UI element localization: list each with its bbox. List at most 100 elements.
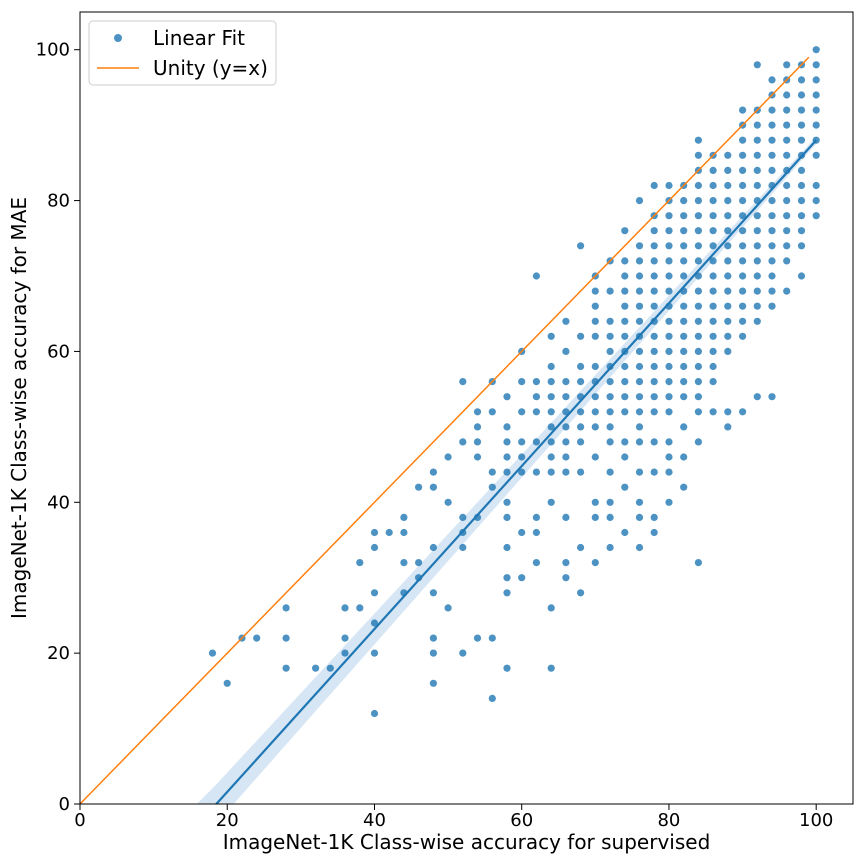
scatter-point — [562, 559, 570, 567]
scatter-point — [694, 151, 703, 159]
scatter-point — [429, 649, 437, 657]
scatter-point — [547, 378, 555, 386]
scatter-point — [415, 483, 423, 491]
scatter-point — [753, 302, 761, 310]
scatter-point — [532, 438, 541, 446]
scatter-point — [783, 61, 791, 69]
scatter-point — [694, 393, 703, 401]
scatter-point — [768, 227, 776, 235]
scatter-point — [577, 242, 585, 250]
scatter-point — [621, 393, 629, 401]
axes-frame — [79, 11, 854, 805]
scatter-point — [518, 468, 526, 476]
scatter-point — [591, 362, 599, 371]
legend-label-linear-fit: Linear Fit — [153, 26, 245, 50]
scatter-point — [650, 513, 658, 522]
scatter-point — [650, 181, 658, 190]
scatter-point — [577, 438, 585, 446]
scatter-point — [665, 227, 673, 235]
scatter-point — [694, 332, 703, 340]
scatter-point — [709, 287, 717, 295]
scatter-point — [562, 513, 570, 522]
scatter-point — [753, 181, 761, 190]
scatter-point — [724, 408, 732, 416]
scatter-point — [753, 151, 761, 159]
scatter-point — [400, 513, 408, 522]
scatter-point — [665, 378, 673, 386]
scatter-point — [444, 453, 452, 461]
scatter-point — [473, 438, 482, 446]
scatter-point — [812, 197, 820, 205]
scatter-point — [665, 272, 673, 280]
scatter-point — [680, 317, 688, 325]
scatter-point — [621, 483, 629, 491]
scatter-point — [606, 498, 614, 506]
scatter-point — [635, 513, 644, 522]
scatter-point — [356, 604, 364, 612]
scatter-point — [591, 393, 599, 401]
scatter-point — [621, 453, 629, 461]
scatter-point — [223, 679, 231, 687]
scatter-point — [635, 347, 644, 355]
scatter-point — [783, 197, 791, 205]
scatter-point — [621, 378, 629, 386]
scatter-point — [503, 438, 511, 446]
x-axis-ticks: 0 20 40 60 80 100 — [74, 804, 833, 831]
scatter-point — [621, 302, 629, 310]
scatter-point — [562, 468, 570, 476]
scatter-point — [739, 197, 747, 205]
scatter-point — [768, 212, 776, 220]
scatter-point — [694, 347, 703, 355]
y-tick-label: 100 — [36, 40, 70, 61]
scatter-point — [739, 257, 747, 265]
scatter-point — [635, 317, 644, 325]
scatter-point — [680, 332, 688, 340]
scatter-point — [635, 438, 644, 446]
scatter-point — [635, 242, 644, 250]
scatter-point — [415, 559, 423, 567]
scatter-point — [783, 212, 791, 220]
scatter-point — [473, 453, 482, 461]
scatter-point — [532, 559, 541, 567]
scatter-point — [532, 513, 541, 522]
scatter-point — [783, 136, 791, 144]
scatter-point — [739, 332, 747, 340]
scatter-point — [253, 634, 261, 642]
scatter-point — [753, 227, 761, 235]
y-tick-label: 80 — [47, 191, 70, 212]
scatter-point — [709, 317, 717, 325]
scatter-point — [797, 242, 806, 250]
scatter-point — [680, 423, 688, 431]
scatter-point — [812, 151, 820, 159]
scatter-point — [518, 453, 526, 461]
scatter-point — [606, 468, 614, 476]
unity-line — [79, 56, 810, 805]
scatter-point — [680, 257, 688, 265]
scatter-point — [768, 106, 776, 114]
scatter-point — [753, 136, 761, 144]
scatter-point — [562, 423, 570, 431]
scatter-point — [739, 302, 747, 310]
scatter-point — [797, 166, 806, 174]
scatter-point — [591, 302, 599, 310]
scatter-point — [459, 378, 467, 386]
scatter-point — [665, 317, 673, 325]
scatter-point — [577, 589, 585, 597]
scatter-point — [680, 302, 688, 310]
scatter-point — [370, 528, 379, 537]
scatter-point — [621, 317, 629, 325]
scatter-point — [739, 408, 747, 416]
legend-marker-linear-fit — [114, 34, 122, 42]
scatter-point — [812, 181, 820, 190]
scatter-point — [665, 362, 673, 371]
scatter-point — [429, 679, 437, 687]
scatter-point — [547, 604, 555, 612]
scatter-point — [650, 272, 658, 280]
scatter-point — [650, 332, 658, 340]
scatter-point — [768, 287, 776, 295]
scatter-point — [768, 197, 776, 205]
scatter-point — [606, 378, 614, 386]
scatter-point — [621, 408, 629, 416]
scatter-point — [370, 543, 379, 552]
scatter-point — [650, 242, 658, 250]
